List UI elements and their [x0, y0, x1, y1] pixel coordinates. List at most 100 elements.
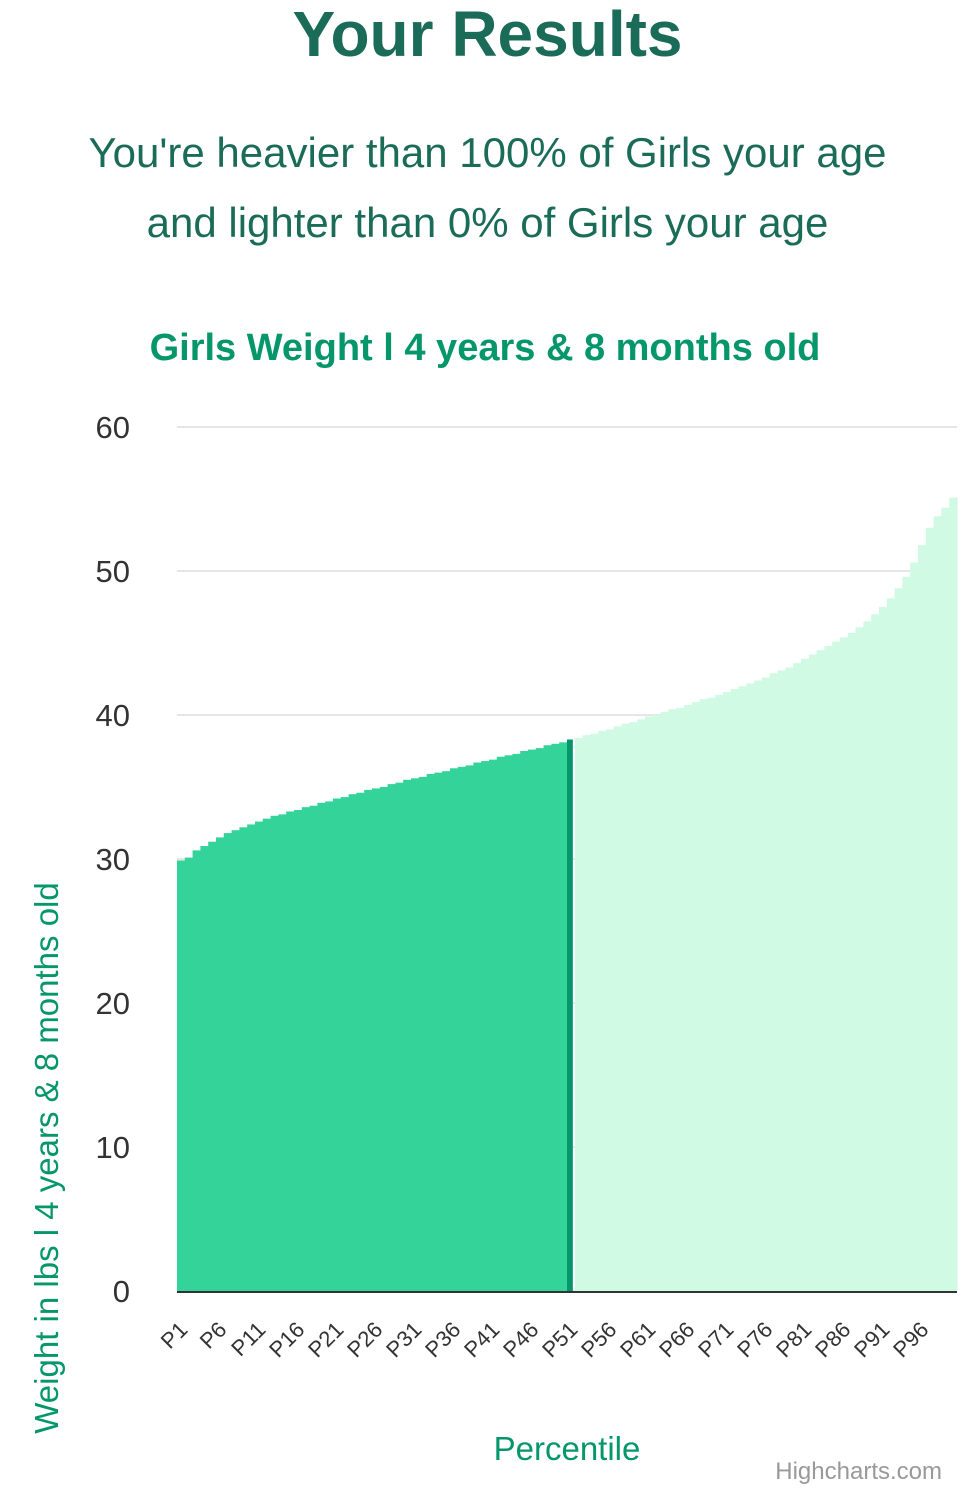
- bar-P60[interactable]: [637, 719, 646, 1291]
- bar-P97[interactable]: [925, 527, 935, 1291]
- bar-P87[interactable]: [847, 632, 857, 1291]
- bar-P39[interactable]: [473, 762, 482, 1291]
- bar-P78[interactable]: [777, 670, 786, 1291]
- bar-P61[interactable]: [645, 716, 654, 1291]
- bar-P12[interactable]: [262, 818, 272, 1291]
- bar-P76[interactable]: [762, 677, 771, 1291]
- bar-P92[interactable]: [886, 598, 896, 1291]
- bar-P83[interactable]: [816, 650, 825, 1291]
- bar-P72[interactable]: [730, 689, 740, 1291]
- bar-P75[interactable]: [754, 680, 763, 1291]
- bar-P77[interactable]: [769, 673, 779, 1291]
- bar-P41[interactable]: [489, 759, 498, 1291]
- bar-P40[interactable]: [481, 761, 490, 1291]
- bar-P54[interactable]: [590, 733, 599, 1291]
- bar-P1[interactable]: [177, 860, 186, 1291]
- bar-P73[interactable]: [738, 686, 747, 1291]
- bar-P37[interactable]: [457, 766, 467, 1291]
- bar-P95[interactable]: [910, 562, 919, 1291]
- bar-P3[interactable]: [192, 850, 201, 1291]
- bar-P34[interactable]: [434, 772, 443, 1291]
- bar-P85[interactable]: [832, 641, 841, 1291]
- bar-P98[interactable]: [933, 516, 942, 1291]
- bar-P86[interactable]: [840, 637, 849, 1291]
- bar-P36[interactable]: [450, 768, 459, 1291]
- bar-P56[interactable]: [606, 729, 615, 1291]
- bar-P42[interactable]: [496, 756, 506, 1291]
- bar-P46[interactable]: [528, 749, 537, 1291]
- bar-P16[interactable]: [294, 810, 303, 1291]
- bar-P49[interactable]: [551, 743, 560, 1291]
- bar-P45[interactable]: [520, 751, 529, 1291]
- bar-P21[interactable]: [333, 798, 342, 1291]
- bar-P51[interactable]: [567, 739, 573, 1291]
- bar-P24[interactable]: [356, 792, 365, 1291]
- bar-P74[interactable]: [746, 683, 755, 1291]
- bar-P33[interactable]: [426, 774, 435, 1291]
- bar-P100[interactable]: [949, 497, 958, 1291]
- bar-P82[interactable]: [808, 654, 818, 1291]
- bar-P67[interactable]: [691, 702, 701, 1291]
- bar-P25[interactable]: [364, 789, 373, 1291]
- bar-P58[interactable]: [621, 723, 630, 1291]
- bar-P29[interactable]: [395, 782, 404, 1291]
- bar-P52[interactable]: [574, 738, 584, 1291]
- bar-P30[interactable]: [403, 779, 412, 1291]
- bar-P57[interactable]: [613, 726, 623, 1291]
- bar-P84[interactable]: [824, 645, 833, 1291]
- bar-P81[interactable]: [801, 658, 810, 1291]
- bar-P18[interactable]: [309, 805, 318, 1291]
- bar-P22[interactable]: [340, 797, 350, 1291]
- bar-P32[interactable]: [418, 776, 428, 1291]
- bar-P48[interactable]: [543, 745, 552, 1291]
- bar-P44[interactable]: [512, 753, 521, 1291]
- bar-P26[interactable]: [372, 788, 381, 1291]
- bar-P90[interactable]: [871, 614, 880, 1291]
- bar-P69[interactable]: [707, 697, 716, 1291]
- bar-P71[interactable]: [723, 691, 732, 1291]
- bar-P43[interactable]: [504, 755, 513, 1291]
- bar-P96[interactable]: [918, 545, 927, 1291]
- bar-P23[interactable]: [348, 794, 357, 1291]
- highcharts-credit-link[interactable]: Highcharts.com: [775, 1458, 942, 1485]
- bar-P88[interactable]: [855, 627, 864, 1291]
- bar-P65[interactable]: [676, 707, 685, 1291]
- bar-P8[interactable]: [231, 830, 240, 1291]
- bar-P68[interactable]: [699, 699, 708, 1291]
- bar-P11[interactable]: [255, 821, 264, 1291]
- bar-P63[interactable]: [660, 712, 669, 1291]
- bar-P6[interactable]: [216, 837, 225, 1291]
- bar-P59[interactable]: [629, 722, 638, 1291]
- bar-P5[interactable]: [208, 841, 217, 1291]
- bar-P20[interactable]: [325, 801, 334, 1291]
- bar-P4[interactable]: [200, 846, 209, 1291]
- bar-P50[interactable]: [559, 742, 568, 1291]
- bar-P91[interactable]: [879, 607, 888, 1291]
- bar-P66[interactable]: [684, 704, 693, 1291]
- bar-P27[interactable]: [379, 787, 389, 1291]
- bar-P19[interactable]: [317, 802, 326, 1291]
- bar-P14[interactable]: [278, 814, 287, 1291]
- bar-P13[interactable]: [270, 815, 279, 1291]
- bar-P47[interactable]: [535, 748, 545, 1291]
- bar-P80[interactable]: [793, 663, 802, 1291]
- bar-P62[interactable]: [652, 715, 662, 1291]
- bar-P10[interactable]: [247, 824, 256, 1291]
- bar-P99[interactable]: [941, 507, 950, 1291]
- bar-P93[interactable]: [894, 588, 903, 1291]
- bar-P31[interactable]: [411, 778, 420, 1291]
- bar-P79[interactable]: [785, 667, 794, 1291]
- bar-P64[interactable]: [668, 709, 677, 1291]
- bar-P70[interactable]: [715, 694, 724, 1291]
- bar-P7[interactable]: [223, 833, 233, 1291]
- bar-P53[interactable]: [582, 735, 591, 1291]
- bar-P94[interactable]: [902, 576, 911, 1291]
- bar-P35[interactable]: [442, 771, 451, 1291]
- bar-P15[interactable]: [286, 811, 295, 1291]
- bar-P9[interactable]: [239, 827, 248, 1291]
- bar-P17[interactable]: [301, 807, 311, 1291]
- bar-P2[interactable]: [184, 857, 194, 1291]
- bar-P55[interactable]: [598, 730, 607, 1291]
- bar-P38[interactable]: [465, 765, 474, 1291]
- bar-P28[interactable]: [387, 784, 396, 1291]
